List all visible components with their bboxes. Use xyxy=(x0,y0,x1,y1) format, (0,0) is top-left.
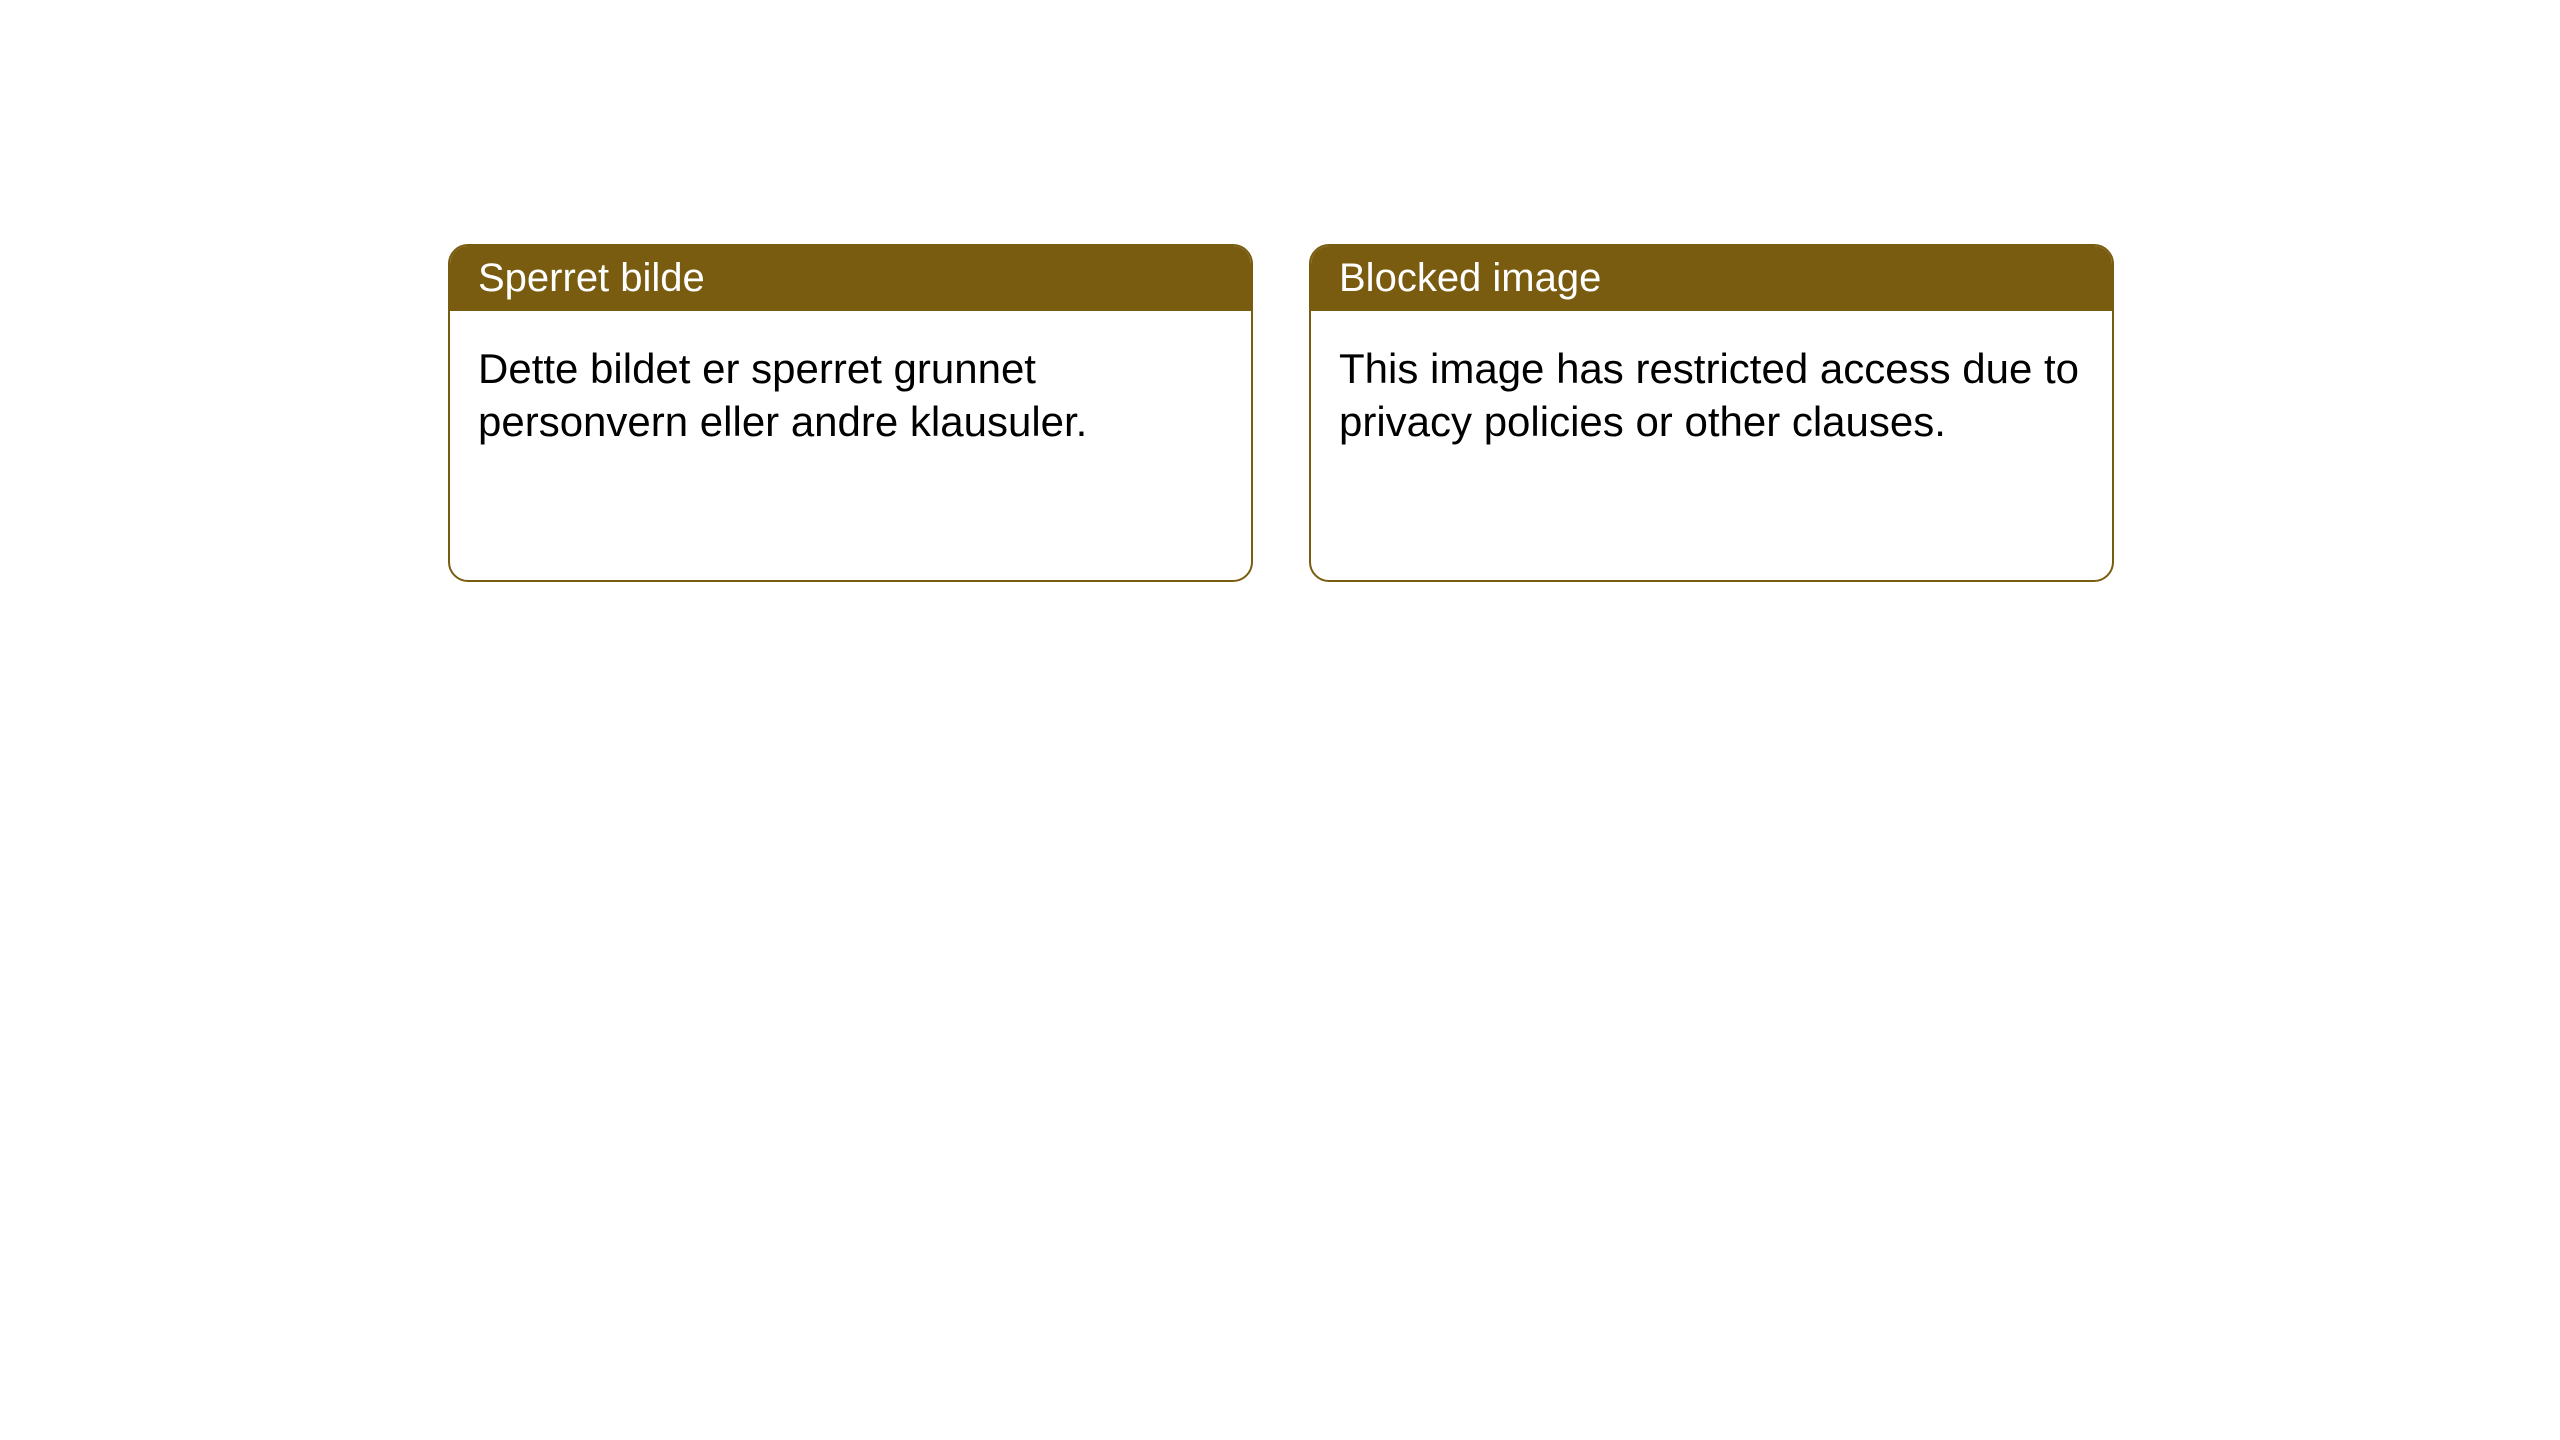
notice-body: Dette bildet er sperret grunnet personve… xyxy=(450,311,1251,480)
notice-card-norwegian: Sperret bilde Dette bildet er sperret gr… xyxy=(448,244,1253,582)
notices-container: Sperret bilde Dette bildet er sperret gr… xyxy=(0,0,2560,582)
notice-body: This image has restricted access due to … xyxy=(1311,311,2112,480)
notice-header: Blocked image xyxy=(1311,246,2112,311)
notice-header: Sperret bilde xyxy=(450,246,1251,311)
notice-card-english: Blocked image This image has restricted … xyxy=(1309,244,2114,582)
